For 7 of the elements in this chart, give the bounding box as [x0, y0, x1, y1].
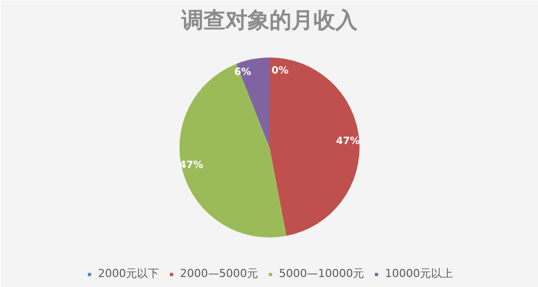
text: 0%: [272, 66, 288, 76]
legend-label: 5000—10000元: [279, 266, 364, 281]
chart-title: 调查对象的月收入: [180, 8, 358, 34]
legend-label: 2000—5000元: [180, 266, 258, 281]
legend-label: 2000元以下: [98, 266, 159, 281]
data-label: 47%: [336, 136, 360, 147]
legend-label: 10000元以上: [385, 266, 453, 281]
